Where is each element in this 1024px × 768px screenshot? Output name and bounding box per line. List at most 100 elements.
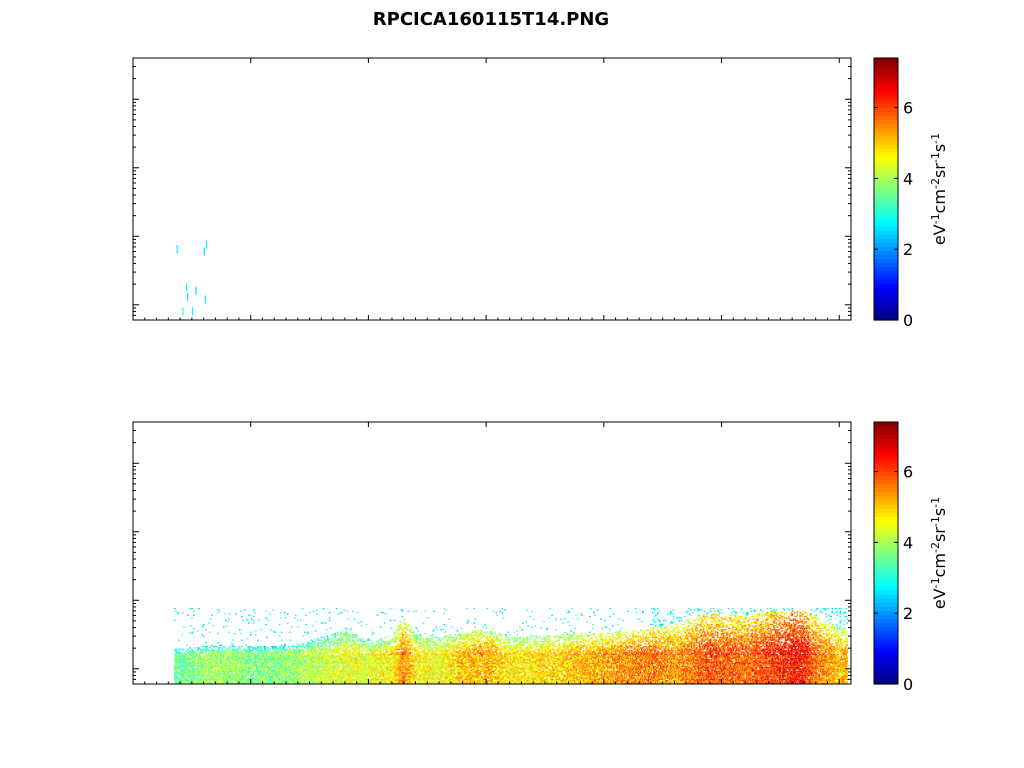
data-cell-2341 (273, 660, 276, 662)
data-cell-594 (200, 668, 202, 670)
data-cell-3101 (304, 646, 307, 648)
data-cell-2275 (271, 652, 273, 654)
data-cell-749 (207, 674, 209, 677)
data-cell-1336 (232, 665, 234, 667)
data-cell-239 (185, 682, 187, 684)
data-cell-1291 (230, 668, 232, 670)
data-cell-1247 (228, 660, 230, 662)
data-cell-282 (187, 681, 189, 683)
data-cell-1686 (247, 681, 249, 683)
data-cell-2905 (296, 660, 299, 662)
data-cell-1452 (237, 669, 239, 671)
data-cell-3251 (310, 651, 313, 653)
data-cell-450 (193, 614, 195, 616)
data-cell-519 (197, 673, 199, 675)
data-cell-2326 (272, 630, 275, 632)
data-cell-2755 (290, 653, 293, 656)
data-cell-324 (188, 652, 190, 654)
data-cell-3151 (306, 642, 309, 644)
data-cell-1526 (240, 665, 242, 667)
data-cell-2996 (300, 680, 303, 682)
data-cell-2811 (293, 682, 296, 684)
data-cell-2229 (269, 613, 271, 615)
data-cell-3024 (301, 660, 304, 662)
data-cell-3249 (310, 653, 313, 656)
data-cell-1460 (237, 657, 239, 660)
data-cell-2199 (268, 664, 270, 666)
data-cell-3531 (321, 670, 324, 673)
data-cell-2137 (265, 623, 267, 626)
data-cell-297 (187, 659, 189, 661)
data-cell-4406 (352, 656, 355, 658)
colorbar-segment-9 (874, 279, 898, 284)
data-cell-2710 (288, 648, 291, 650)
data-cell-747 (207, 678, 209, 681)
data-cell-313 (188, 669, 190, 671)
data-cell-76 (177, 668, 179, 670)
data-cell-48 (175, 610, 177, 612)
data-cell-3215 (309, 670, 312, 673)
data-cell-227 (184, 672, 186, 674)
data-cell-1092 (221, 644, 223, 646)
data-cell-1791 (251, 673, 253, 675)
data-cell-3279 (311, 652, 314, 654)
data-cell-151 (181, 682, 183, 684)
data-cell-1695 (247, 667, 249, 669)
data-cell-2345 (273, 653, 276, 656)
data-cell-577 (199, 660, 201, 662)
data-cell-1616 (244, 677, 246, 679)
data-cell-3661 (326, 681, 329, 683)
data-cell-45 (175, 652, 177, 654)
data-cell-1253 (228, 652, 230, 654)
data-cell-3248 (310, 656, 313, 658)
data-cell-2340 (273, 661, 276, 663)
data-cell-478 (195, 681, 197, 683)
data-cell-1087 (221, 653, 223, 656)
data-cell-1775 (250, 657, 252, 660)
data-cell-810 (210, 681, 212, 683)
data-cell-2662 (286, 652, 289, 654)
data-cell-528 (197, 661, 199, 663)
data-cell-4548 (357, 657, 360, 660)
data-cell-6 (174, 673, 176, 675)
data-cell-229 (184, 669, 186, 671)
data-cell-1895 (255, 656, 257, 658)
data-cell-1421 (236, 680, 238, 682)
data-cell-1656 (245, 655, 247, 657)
data-cell-497 (196, 678, 198, 681)
data-cell-4662 (361, 653, 364, 656)
data-cell-3290 (312, 677, 315, 679)
data-cell-2690 (288, 680, 291, 682)
data-cell-258 (185, 656, 187, 658)
data-cell-1874 (254, 652, 256, 654)
data-cell-2249 (270, 655, 272, 657)
data-cell-3240 (310, 667, 313, 669)
data-cell-1622 (244, 668, 246, 670)
data-cell-1782 (250, 634, 252, 636)
data-cell-390 (191, 660, 193, 662)
data-cell-2300 (272, 646, 274, 648)
data-cell-3222 (309, 657, 312, 660)
data-cell-2432 (277, 661, 280, 663)
data-cell-2640 (285, 660, 288, 662)
data-cell-2963 (298, 651, 301, 653)
data-cell-2939 (297, 651, 300, 653)
data-cell-3026 (301, 657, 304, 660)
data-cell-773 (208, 667, 210, 669)
data-cell-1178 (225, 657, 227, 660)
data-cell-2173 (267, 672, 269, 674)
data-cell-596 (200, 665, 202, 667)
data-cell-562 (198, 647, 200, 649)
data-cell-574 (199, 667, 201, 669)
data-cell-1096 (222, 677, 224, 679)
data-cell-983 (217, 669, 219, 671)
data-cell-3007 (300, 656, 303, 658)
data-cell-266 (186, 674, 188, 677)
data-cell-1078 (221, 668, 223, 670)
data-cell-2922 (297, 674, 300, 677)
data-cell-2476 (279, 670, 282, 673)
data-cell-183 (182, 672, 184, 674)
data-cell-382 (191, 670, 193, 673)
data-cell-2547 (282, 674, 285, 677)
data-cell-2976 (299, 669, 302, 671)
